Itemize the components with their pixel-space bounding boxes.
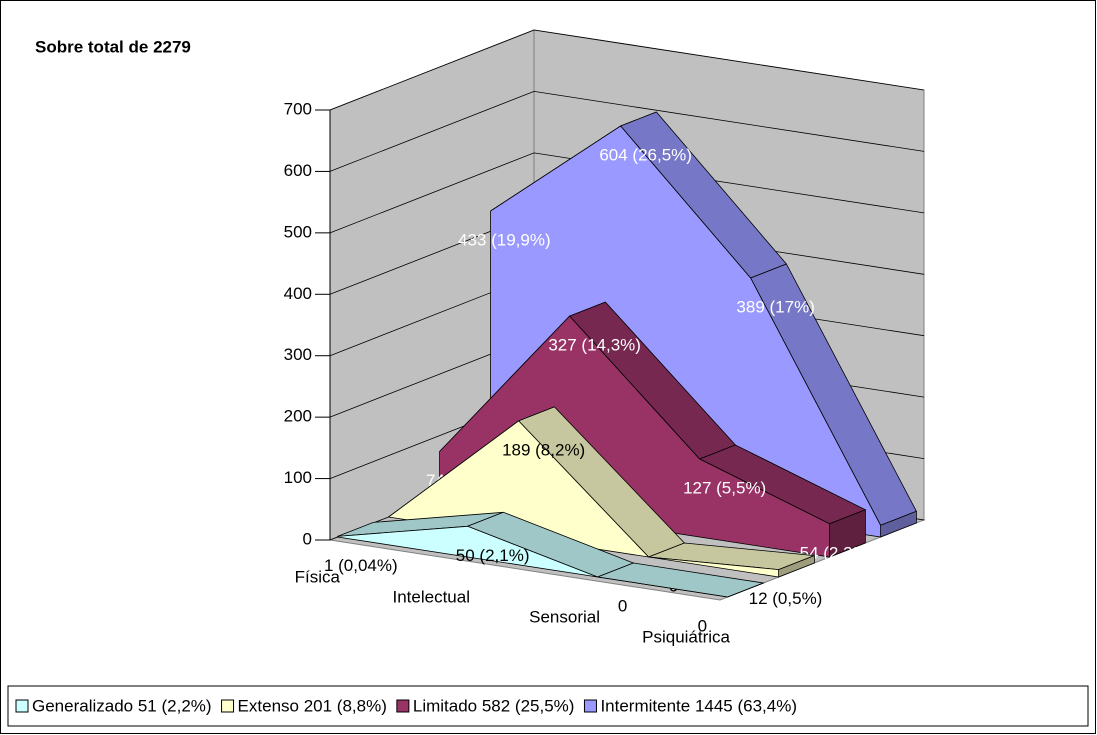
- data-label: 0: [698, 616, 707, 635]
- y-tick-label: 700: [284, 99, 312, 118]
- grid-line: [329, 29, 925, 111]
- data-label: 189 (8,2%): [502, 440, 585, 459]
- data-label: 604 (26,5%): [599, 145, 692, 164]
- x-tick-label: Sensorial: [529, 607, 600, 626]
- x-tick-label: Psiquiátrica: [642, 627, 730, 646]
- data-label: 389 (17%): [736, 298, 814, 317]
- data-label: 0: [618, 596, 627, 615]
- x-tick-label: Intelectual: [393, 587, 471, 606]
- chart-title: Sobre total de 2279: [35, 37, 191, 56]
- area: [387, 420, 779, 578]
- legend-swatch: [15, 699, 29, 713]
- data-label: 327 (14,3%): [548, 336, 641, 355]
- y-tick-label: 400: [284, 284, 312, 303]
- y-tick-label: 200: [284, 407, 312, 426]
- legend-label: Limitado 582 (25,5%): [413, 696, 575, 715]
- x-tick-label: Física: [295, 567, 341, 586]
- data-label: 50 (2,1%): [456, 546, 530, 565]
- legend-label: Intermitente 1445 (63,4%): [600, 696, 797, 715]
- data-label: 1 (0,04%): [324, 556, 398, 575]
- area-side: [727, 582, 764, 598]
- grid-line: [329, 152, 925, 234]
- y-tick-label: 0: [303, 529, 312, 548]
- data-label: 54 (2,3%): [800, 543, 874, 562]
- legend-swatch: [396, 699, 410, 713]
- data-label: 12 (0,5%): [749, 589, 823, 608]
- data-label: 433 (19,9%): [458, 230, 551, 249]
- data-label: 127 (5,5%): [683, 478, 766, 497]
- y-tick-label: 500: [284, 222, 312, 241]
- legend-box: [7, 685, 1089, 727]
- data-label: 19 (0,8%): [851, 545, 925, 564]
- area: [337, 525, 728, 598]
- legend-swatch: [583, 699, 597, 713]
- grid-line: [329, 90, 925, 172]
- y-tick-label: 300: [284, 345, 312, 364]
- legend-swatch: [221, 699, 235, 713]
- y-tick-label: 600: [284, 161, 312, 180]
- legend-label: Extenso 201 (8,8%): [238, 696, 387, 715]
- legend-label: Generalizado 51 (2,2%): [32, 696, 212, 715]
- y-tick-label: 100: [284, 468, 312, 487]
